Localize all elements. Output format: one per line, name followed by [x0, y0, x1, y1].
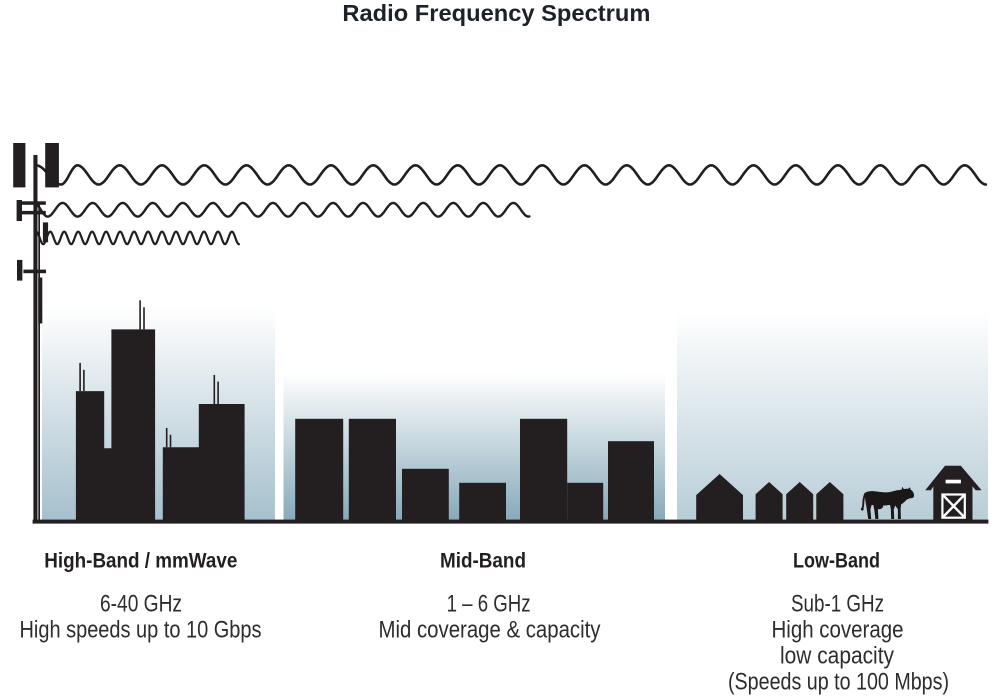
svg-text:(Speeds up to 100 Mbps): (Speeds up to 100 Mbps) — [728, 668, 949, 695]
svg-text:High coverage: High coverage — [772, 617, 904, 644]
svg-text:Mid coverage & capacity: Mid coverage & capacity — [379, 617, 601, 644]
svg-text:High speeds up to 10 Gbps: High speeds up to 10 Gbps — [20, 617, 262, 644]
svg-text:Sub-1 GHz: Sub-1 GHz — [791, 590, 884, 617]
svg-text:6-40 GHz: 6-40 GHz — [100, 590, 182, 617]
svg-text:High-Band / mmWave: High-Band / mmWave — [44, 550, 237, 573]
svg-text:1 – 6 GHz: 1 – 6 GHz — [447, 590, 531, 617]
svg-text:Mid-Band: Mid-Band — [440, 550, 526, 573]
svg-text:Radio Frequency Spectrum: Radio Frequency Spectrum — [342, 0, 650, 26]
svg-text:Low-Band: Low-Band — [793, 550, 880, 573]
svg-text:low capacity: low capacity — [780, 643, 894, 670]
